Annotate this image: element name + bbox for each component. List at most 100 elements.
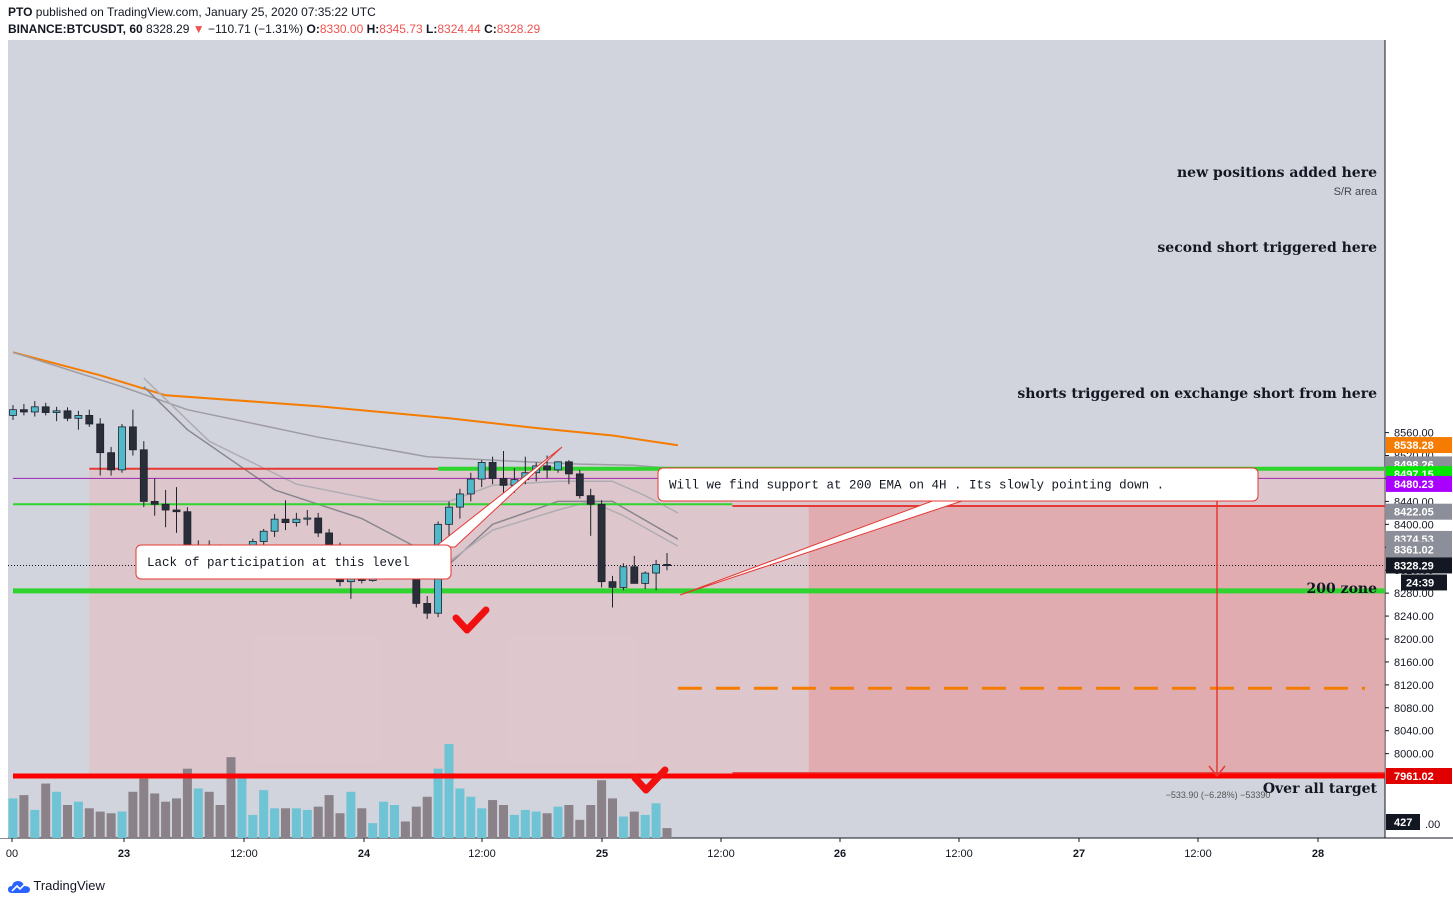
price-badge [1386, 437, 1452, 454]
volume-bar [488, 800, 498, 838]
check-mark-icon [631, 766, 669, 794]
x-tick-label: 28 [1312, 848, 1324, 860]
last-price: 8328.29 [146, 22, 190, 36]
volume-bar [204, 791, 214, 838]
publish-header: PTO published on TradingView.com, Januar… [8, 5, 376, 19]
volume-bar [575, 819, 585, 838]
price-badge [1386, 503, 1452, 520]
volume-bar [128, 791, 138, 838]
volume-bar [629, 811, 639, 838]
candle-body [19, 409, 28, 413]
volume-bar [651, 803, 661, 838]
ema-line [12, 351, 679, 447]
price-badge [1386, 541, 1452, 558]
callout-box [135, 544, 452, 580]
plot-background [8, 40, 1385, 838]
candle-body [641, 572, 650, 584]
candle-body [63, 410, 72, 419]
volume-bar [313, 806, 323, 838]
x-tick-label: 12:00 [945, 848, 973, 860]
candle-body [608, 581, 617, 588]
volume-bar [226, 757, 236, 838]
volume-bar [117, 811, 127, 838]
candle-body [586, 495, 595, 505]
y-tick-label: 8120.00 [1394, 680, 1434, 692]
second-short-zone [808, 505, 1385, 774]
candle-body [128, 426, 137, 451]
low-value: 8324.44 [437, 22, 481, 36]
callout-box [657, 467, 1259, 502]
candle-body [477, 462, 486, 480]
volume-bar [477, 808, 487, 838]
price-badge-label: 8361.02 [1394, 545, 1434, 557]
volume-bar [564, 805, 574, 838]
candle-body [161, 503, 170, 511]
candle-body [652, 564, 660, 574]
volume-bar [52, 791, 62, 838]
volume-bar [8, 798, 18, 838]
volume-bar [84, 808, 94, 838]
brand-name: TradingView [33, 878, 105, 893]
volume-bar [161, 801, 171, 838]
candle-body [259, 530, 268, 542]
candle-body [118, 426, 126, 471]
participation-callout[interactable]: Lack of participation at this level [135, 446, 563, 580]
left-edge [0, 40, 8, 838]
volume-bar [215, 805, 225, 838]
volume-bar [368, 823, 378, 838]
callout-text: Will we find support at 200 EMA on 4H . … [669, 479, 1164, 493]
measure-arrow-icon [1208, 765, 1226, 778]
support-callout[interactable]: Will we find support at 200 EMA on 4H . … [657, 467, 1259, 596]
volume-bar [172, 798, 181, 838]
volume-bar [531, 811, 541, 838]
y-tick-label: 8400.00 [1394, 519, 1434, 531]
volume-bar [259, 790, 269, 838]
price-change: −110.71 (−1.31%) [208, 22, 304, 36]
y-tick-label: 8280.00 [1394, 588, 1434, 600]
trading-chart[interactable]: −533.90 (−6.28%) −53390 new positions add… [0, 0, 1453, 868]
volume-badge-label: 427 [1394, 817, 1412, 829]
open-value: 8330.00 [319, 22, 364, 36]
y-tick-label: 8560.00 [1394, 428, 1434, 440]
volume-bar [411, 806, 421, 838]
volume-bar [379, 801, 389, 838]
cloud-logo-icon [8, 880, 30, 893]
candle-body [488, 462, 497, 479]
price-badge [1386, 768, 1452, 784]
volume-bar [466, 796, 476, 838]
volume-bar [542, 813, 552, 838]
y-tick-label: 8200.00 [1394, 634, 1434, 646]
tradingview-logo[interactable]: TradingView [8, 878, 105, 894]
volume-bar [324, 795, 334, 838]
candle-body [314, 517, 323, 534]
candle-body [619, 566, 628, 588]
high-label: H: [366, 22, 380, 36]
volume-bar [19, 795, 29, 838]
x-tick-label: 12:00 [468, 848, 496, 860]
volume-bar [662, 828, 672, 838]
volume-bar [640, 814, 650, 838]
level-label: second short triggered here [1157, 240, 1377, 256]
countdown-badge [1401, 574, 1447, 591]
level-label: Over all target [1263, 781, 1378, 797]
candle-body [663, 564, 671, 567]
volume-bar [390, 805, 399, 838]
candle-body [499, 478, 508, 486]
check-mark-icon [452, 606, 490, 634]
candle-body [30, 406, 39, 413]
symbol-ohlc-header: BINANCE:BTCUSDT, 60 8328.29 ▼ −110.71 (−… [8, 22, 540, 36]
volume-bar [193, 788, 203, 838]
volume-bar [444, 743, 454, 838]
volume-bar [608, 798, 617, 838]
sr-area-label: S/R area [1334, 186, 1378, 198]
x-tick-label: 25 [596, 848, 608, 860]
symbol-label[interactable]: BINANCE:BTCUSDT, 60 [8, 22, 143, 36]
volume-bar [357, 808, 367, 838]
plot-area[interactable]: −533.90 (−6.28%) −53390 new positions add… [8, 165, 1385, 838]
volume-bar [281, 808, 290, 838]
countdown-label: 24:39 [1406, 577, 1434, 589]
author-name[interactable]: PTO [8, 5, 33, 19]
y-tick-label-partial: .00 [1425, 819, 1440, 831]
close-value: 8328.29 [496, 22, 541, 36]
volume-bar [618, 816, 628, 838]
